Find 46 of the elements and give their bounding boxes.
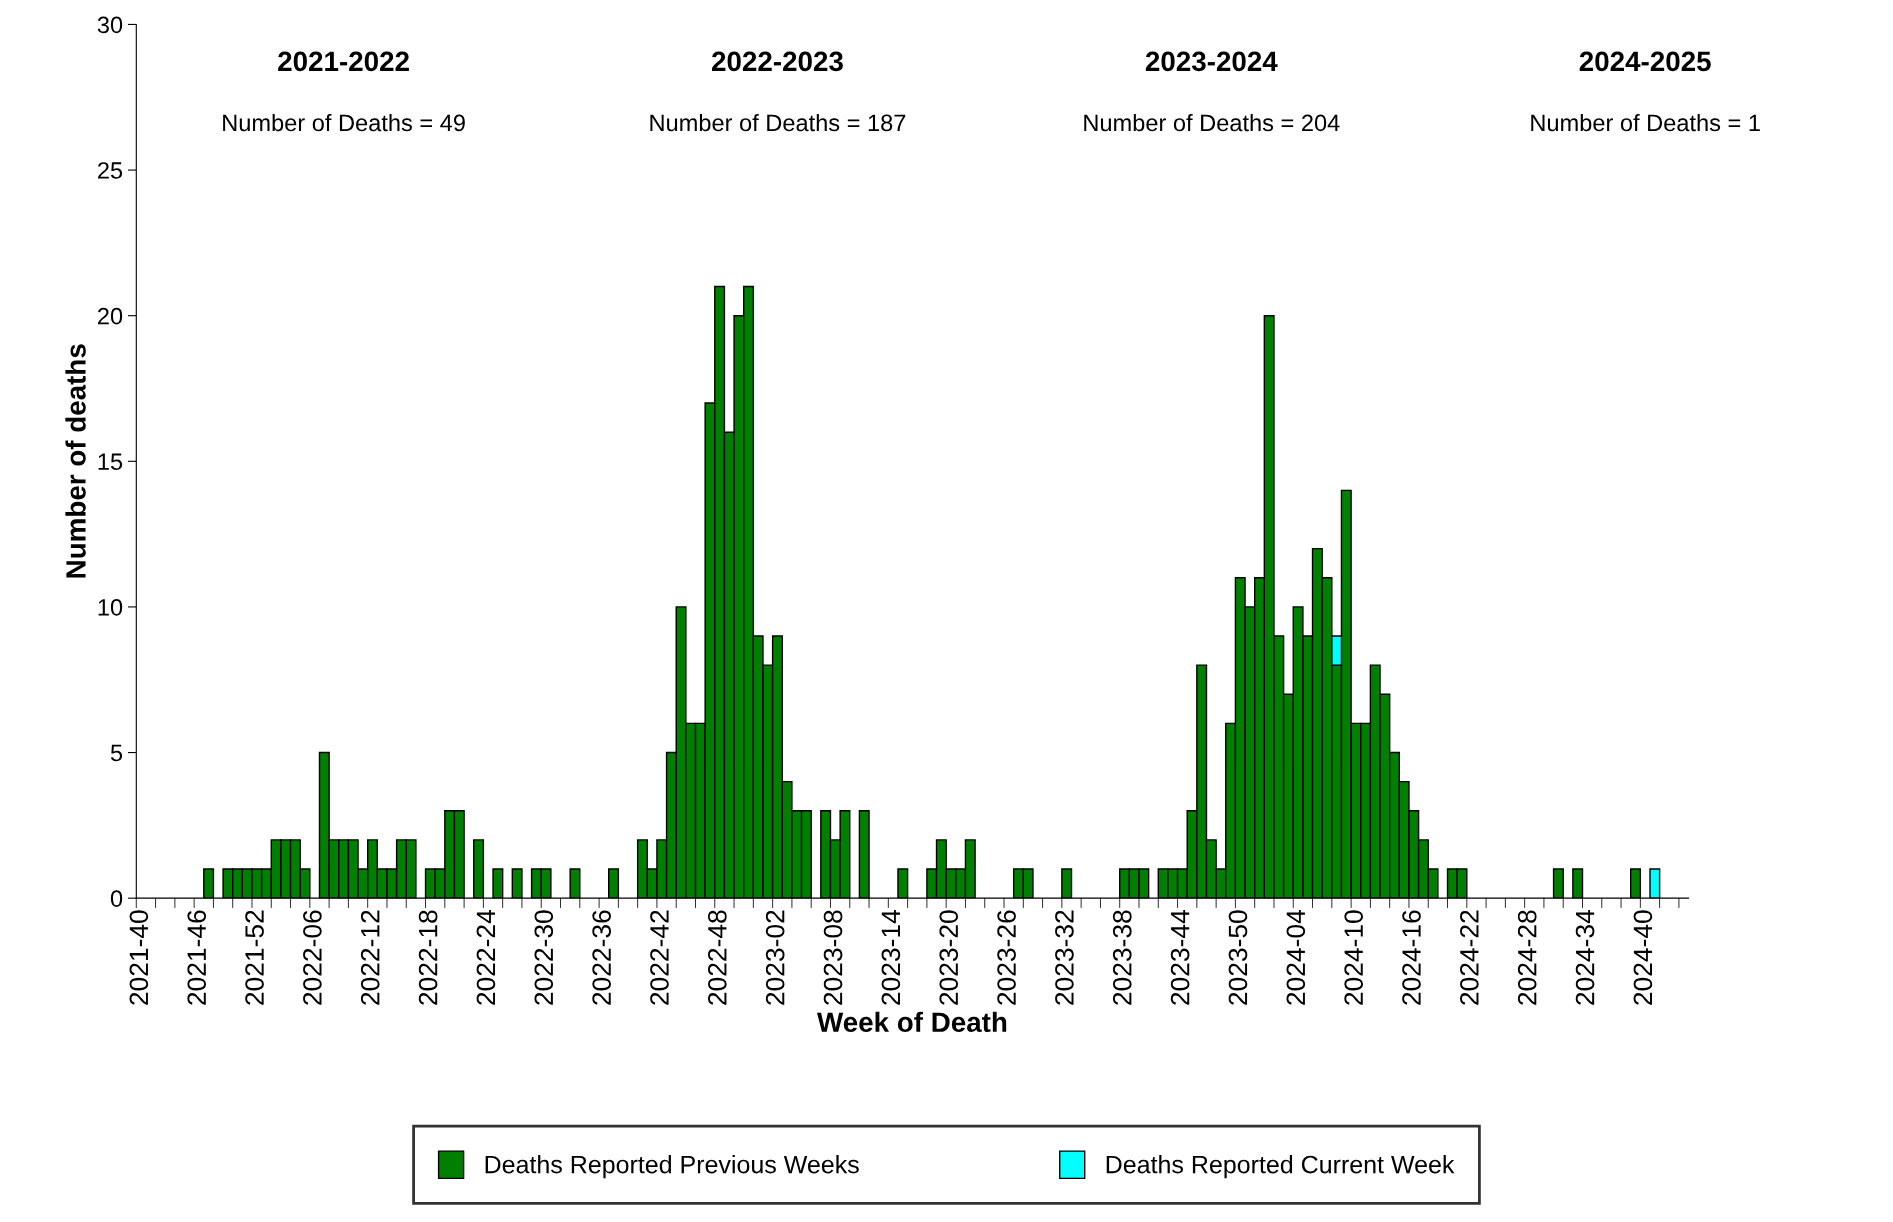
annotation: 2022-2023: [712, 51, 843, 72]
x-tick-label: 2024-04: [1286, 910, 1306, 1005]
x-tick-label: 2022-48: [708, 910, 727, 1005]
x-tick-label: 2023-20: [939, 910, 959, 1005]
x-tick-label: 2022-36: [592, 910, 611, 1005]
x-tick-label: 2023-50: [1228, 910, 1248, 1005]
annotation: 2024-2025: [1579, 51, 1711, 72]
annotation: Number of Deaths = 49: [223, 113, 465, 132]
x-tick-label: 2022-24: [476, 910, 496, 1005]
x-tick-label: 2024-34: [1575, 910, 1595, 1005]
y-tick-label: 15: [98, 453, 123, 471]
x-tick-label: 2024-10: [1344, 910, 1364, 1005]
x-tick-label: 2021-46: [187, 910, 207, 1005]
annotation: 2023-2024: [1145, 51, 1278, 72]
x-axis-title: Week of Death: [817, 1011, 1007, 1033]
x-tick-label: 2022-30: [534, 910, 554, 1005]
x-tick-label: 2024-22: [1460, 910, 1479, 1005]
x-tick-label: 2023-02: [765, 910, 785, 1005]
y-tick-label: 25: [98, 162, 123, 179]
legend-label: Deaths Reported Previous Weeks: [485, 1155, 859, 1179]
x-tick-label: 2024-16: [1402, 910, 1421, 1005]
annotation: Number of Deaths = 187: [650, 113, 906, 132]
x-tick-label: 2022-06: [303, 910, 322, 1005]
x-tick-label: 2024-28: [1517, 910, 1537, 1005]
x-tick-label: 2023-38: [1112, 910, 1132, 1005]
annotation: Number of Deaths = 204: [1084, 113, 1340, 132]
y-tick-label: 0: [110, 890, 123, 907]
y-tick-label: 20: [98, 307, 123, 325]
x-tick-label: 2023-26: [997, 910, 1016, 1005]
annotation: Number of Deaths = 1: [1531, 113, 1760, 132]
y-tick-label: 30: [97, 16, 123, 34]
y-axis-title: Number of deaths: [65, 344, 86, 578]
x-tick-label: 2022-42: [650, 910, 669, 1005]
x-tick-label: 2022-12: [360, 910, 380, 1005]
x-tick-label: 2021-40: [129, 910, 149, 1005]
x-tick-label: 2021-52: [245, 910, 264, 1005]
annotation: 2021-2022: [278, 51, 409, 72]
legend-label: Deaths Reported Current Week: [1106, 1155, 1455, 1179]
x-tick-label: 2023-14: [881, 910, 901, 1005]
x-tick-label: 2023-32: [1055, 910, 1074, 1005]
x-tick-label: 2022-18: [418, 910, 438, 1005]
y-tick-label: 5: [110, 744, 123, 762]
x-tick-label: 2024-40: [1633, 910, 1653, 1005]
x-tick-label: 2023-08: [823, 910, 843, 1005]
y-tick-label: 10: [98, 598, 123, 616]
x-tick-label: 2023-44: [1170, 910, 1190, 1005]
